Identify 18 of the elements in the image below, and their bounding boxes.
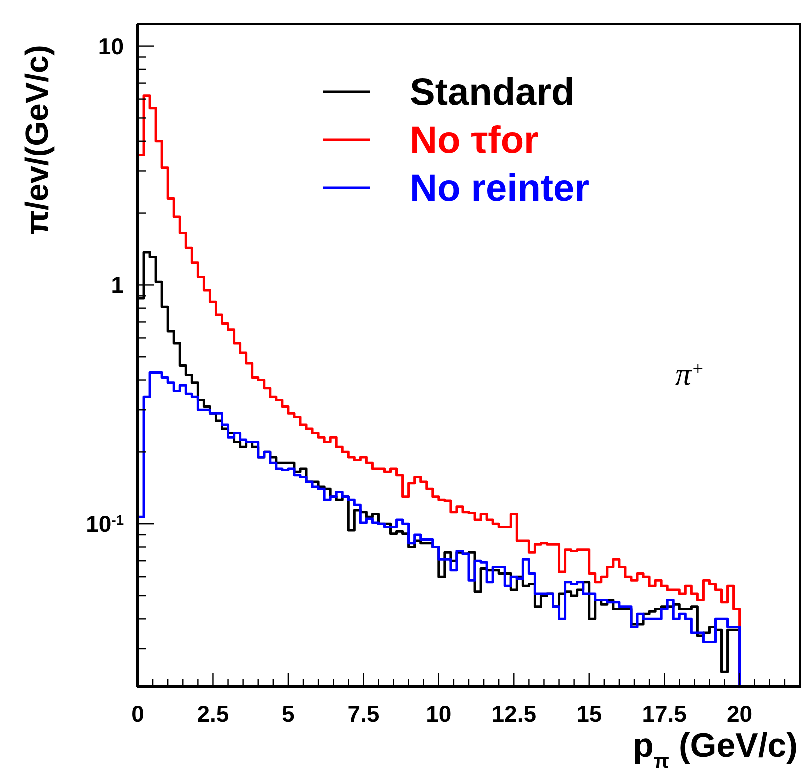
x-tick-label: 0 [132,701,144,727]
x-tick-label: 2.5 [197,701,230,727]
x-tick-label: 17.5 [642,701,688,727]
y-tick-label: 10$^{-1}$ [86,511,124,538]
annotation: π$^{+}$ [676,356,704,392]
legend-label: No τfor [410,120,540,162]
legend-label: Standard [410,72,575,114]
x-tick-label: 10 [426,701,452,727]
legend-label: No reinter [410,168,590,210]
x-tick-label: 15 [576,701,602,727]
x-tick-label: 5 [282,701,296,727]
x-tick-label: 12.5 [492,701,537,727]
y-tick-label: 10 [98,33,124,60]
x-tick-label: 20 [727,701,753,727]
y-tick-label: 1 [111,272,124,298]
y-axis-title: π/ev/(GeV/c) [19,45,55,235]
x-tick-label: 7.5 [348,701,380,727]
x-axis-title: p$_{π}$ (GeV/c) [633,727,798,773]
